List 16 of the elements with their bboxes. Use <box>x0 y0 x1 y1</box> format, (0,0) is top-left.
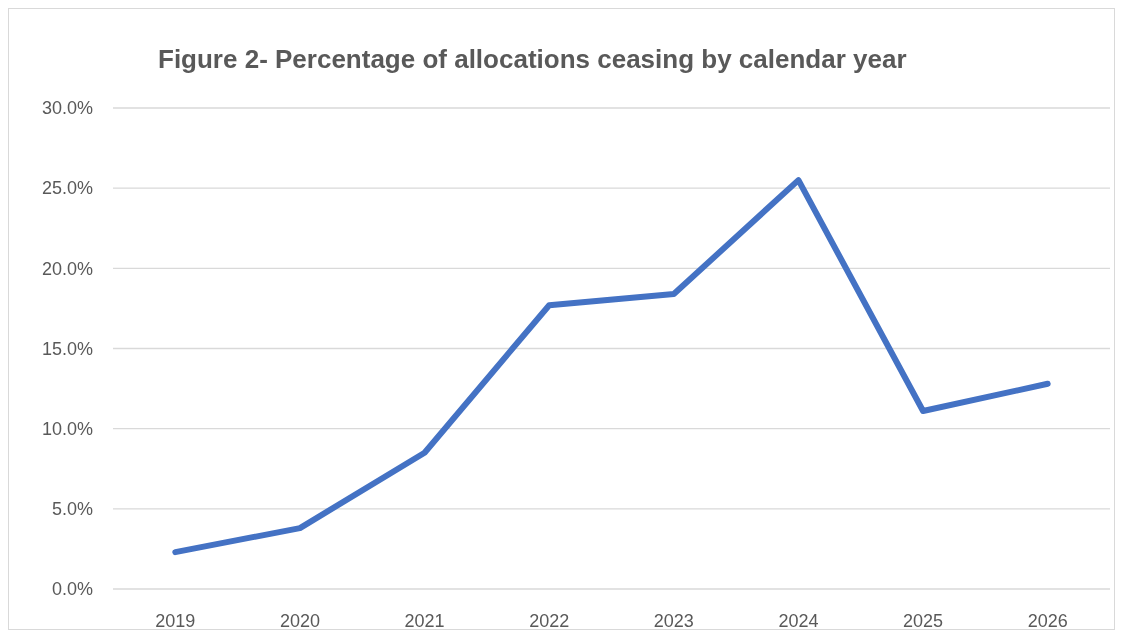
x-tick-label: 2024 <box>778 611 819 631</box>
y-tick-label: 10.0% <box>41 418 93 439</box>
y-tick-label: 20.0% <box>41 258 93 279</box>
x-tick-label: 2022 <box>529 611 570 631</box>
y-tick-label: 15.0% <box>41 338 93 359</box>
y-tick-label: 30.0% <box>41 98 93 119</box>
x-tick-label: 2021 <box>404 611 445 631</box>
y-tick-label: 5.0% <box>51 499 93 520</box>
x-tick-label: 2020 <box>279 611 320 631</box>
x-tick-label: 2019 <box>155 611 196 631</box>
y-tick-label: 0.0% <box>51 579 93 600</box>
chart-title: Figure 2- Percentage of allocations ceasing by calendar year <box>158 44 907 74</box>
x-tick-label: 2026 <box>1027 611 1068 631</box>
y-tick-label: 25.0% <box>41 178 93 199</box>
x-tick-label: 2023 <box>653 611 694 631</box>
x-tick-label: 2025 <box>903 611 944 631</box>
